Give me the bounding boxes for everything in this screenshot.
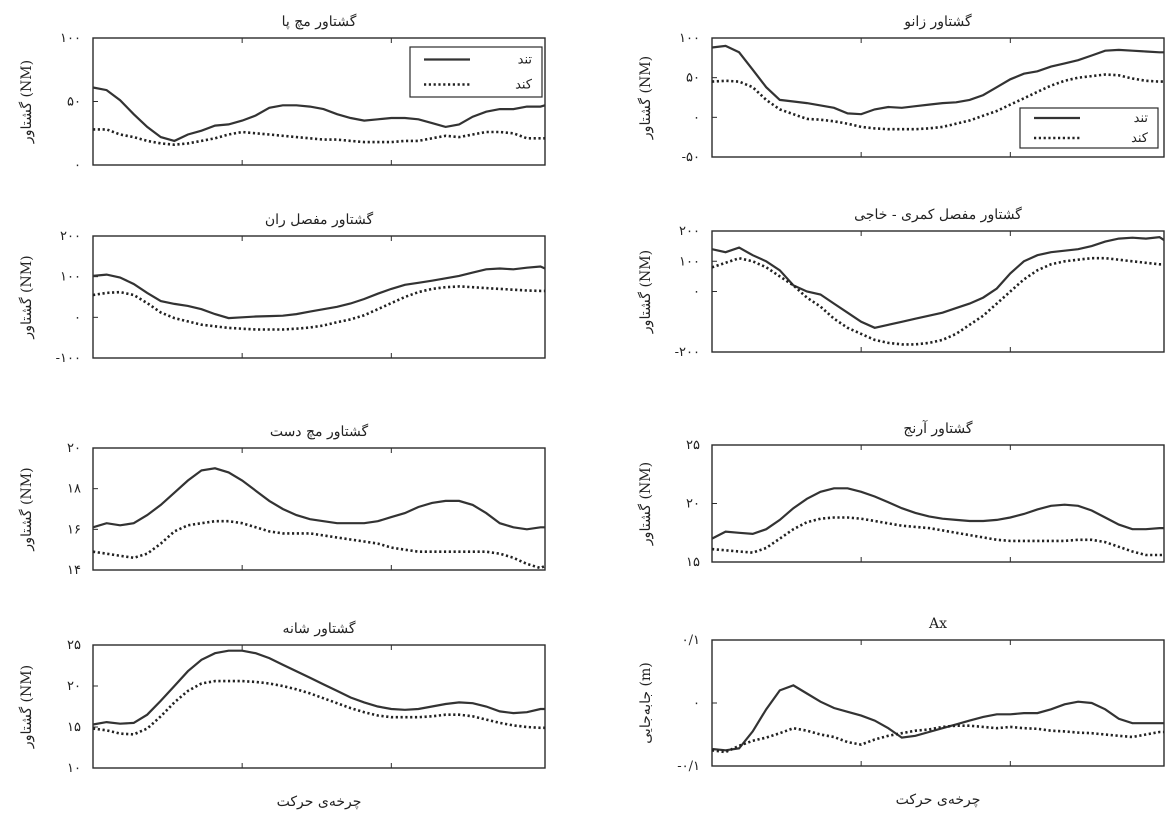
y-tick-label: ۲۰ [67, 679, 81, 694]
chart-panel-4: ۲۰۰ ۱۰۰ ۰ -۲۰۰ گشتاور مفصل کمری - خاجی گشتاور… [637, 206, 1165, 360]
chart-title: گشتاور مچ پا [282, 13, 357, 30]
chart-title: گشتاور مچ دست [270, 423, 369, 440]
chart-title: گشتاور شانه [282, 620, 355, 637]
chart-title: گشتاور مفصل کمری - خاجی [854, 206, 1022, 223]
chart-title: گشتاور مفصل ران [265, 211, 374, 228]
y-tick-label: ۱۰۰ [60, 31, 81, 46]
y-tick-label: ۲۰ [67, 441, 81, 456]
chart-panel-8: ۰/۱ ۰ -۰/۱ Ax جابه‌جایی (m) چرخه‌ی حرکت [638, 616, 1165, 808]
series-line-fast [711, 684, 1164, 752]
y-tick-label: ۰ [693, 285, 700, 300]
chart-title: Ax [928, 616, 947, 632]
legend-label: تند [1134, 111, 1149, 126]
y-tick-label: ۱۴ [67, 563, 81, 578]
y-tick-label: ۰ [693, 110, 700, 125]
legend-label: کند [1131, 131, 1149, 146]
y-axis-label: جابه‌جایی (m) [638, 662, 654, 743]
y-tick-label: ۰ [74, 158, 81, 173]
legend-label: کند [515, 78, 533, 93]
plot-frame [711, 37, 1165, 158]
y-tick-label: ۲۵ [67, 638, 81, 653]
y-axis-label: گشتاور (NM) [637, 250, 654, 334]
y-tick-label: ۱۶ [67, 522, 81, 537]
series-line-fast [92, 265, 546, 320]
legend: تند کند [409, 46, 543, 98]
plot-frame [92, 235, 546, 359]
x-axis-label: چرخه‌ی حرکت [277, 794, 362, 810]
y-tick-label: ۱۸ [67, 482, 81, 497]
series-line-slow [711, 516, 1164, 557]
chart-panel-7: ۲۵ ۲۰ ۱۵ ۱۰ گشتاور شانه گشتاور (NM) چرخه‌ی حرک… [18, 620, 546, 810]
y-tick-label: ۱۰۰ [679, 254, 700, 269]
series-line-fast [92, 86, 546, 143]
y-axis-label: گشتاور (NM) [637, 462, 654, 546]
y-tick-label: ۰/۱ [682, 633, 700, 648]
plot-frame [711, 230, 1165, 353]
series-line-fast [711, 44, 1164, 116]
y-axis-label: گشتاور (NM) [18, 60, 35, 144]
y-tick-label: ۲۰۰ [60, 229, 81, 244]
y-tick-label: ۲۰۰ [679, 224, 700, 239]
y-tick-label: ۰ [693, 696, 700, 711]
series-line-fast [711, 487, 1164, 540]
legend-box [1019, 107, 1159, 149]
legend-label: تند [518, 53, 533, 68]
y-axis-label: گشتاور (NM) [18, 255, 35, 339]
y-tick-label: -۰/۱ [677, 759, 700, 774]
y-tick-label: ۱۵ [67, 720, 81, 735]
series-line-slow [92, 285, 545, 331]
series-line-fast [92, 649, 545, 726]
legend-box [409, 46, 543, 98]
y-axis-label: گشتاور (NM) [18, 467, 35, 551]
plot-frame [711, 444, 1165, 563]
y-tick-label: ۱۰ [67, 761, 81, 776]
chart-panel-1: ۱۰۰ ۵۰ ۰ گشتاور مچ پا گشتاور (NM) تند کند [18, 13, 546, 173]
series-line-slow [92, 519, 546, 570]
chart-title: گشتاور زانو [903, 13, 972, 30]
y-tick-label: ۱۰۰ [60, 270, 81, 285]
series-line-slow [93, 128, 545, 147]
y-tick-label: ۲۰ [686, 497, 700, 512]
x-axis-label: چرخه‌ی حرکت [896, 792, 981, 808]
y-tick-label: -۵۰ [682, 150, 700, 165]
chart-panel-5: ۲۰ ۱۸ ۱۶ ۱۴ گشتاور مچ دست گشتاور (NM) [18, 423, 546, 578]
chart-panel-6: ۲۵ ۲۰ ۱۵ گشتاور آرنج گشتاور (NM) [637, 419, 1165, 570]
legend: تند کند [1019, 107, 1159, 149]
chart-panel-2: ۱۰۰ ۵۰ ۰ -۵۰ گشتاور زانو گشتاور (NM) تند کند [637, 13, 1165, 165]
series-line-slow [711, 73, 1164, 131]
y-tick-label: ۲۵ [686, 438, 700, 453]
y-tick-label: ۱۰۰ [679, 31, 700, 46]
y-tick-label: ۵۰ [67, 95, 81, 110]
plot-frame [711, 639, 1165, 767]
y-tick-label: ۱۵ [686, 555, 700, 570]
series-line-fast [92, 467, 545, 531]
plot-frame [92, 644, 546, 769]
y-axis-label: گشتاور (NM) [18, 665, 35, 749]
y-tick-label: -۱۰۰ [56, 351, 81, 366]
chart-panel-3: ۲۰۰ ۱۰۰ ۰ -۱۰۰ گشتاور مفصل ران گشتاور (NM) [18, 211, 546, 366]
series-line-fast [711, 235, 1165, 329]
y-axis-label: گشتاور (NM) [637, 56, 654, 140]
y-tick-label: -۲۰۰ [675, 345, 700, 360]
chart-title: گشتاور آرنج [903, 419, 973, 437]
y-tick-label: ۵۰ [686, 71, 700, 86]
y-tick-label: ۰ [74, 310, 81, 325]
series-line-slow [92, 679, 545, 736]
plot-frame [92, 447, 546, 571]
